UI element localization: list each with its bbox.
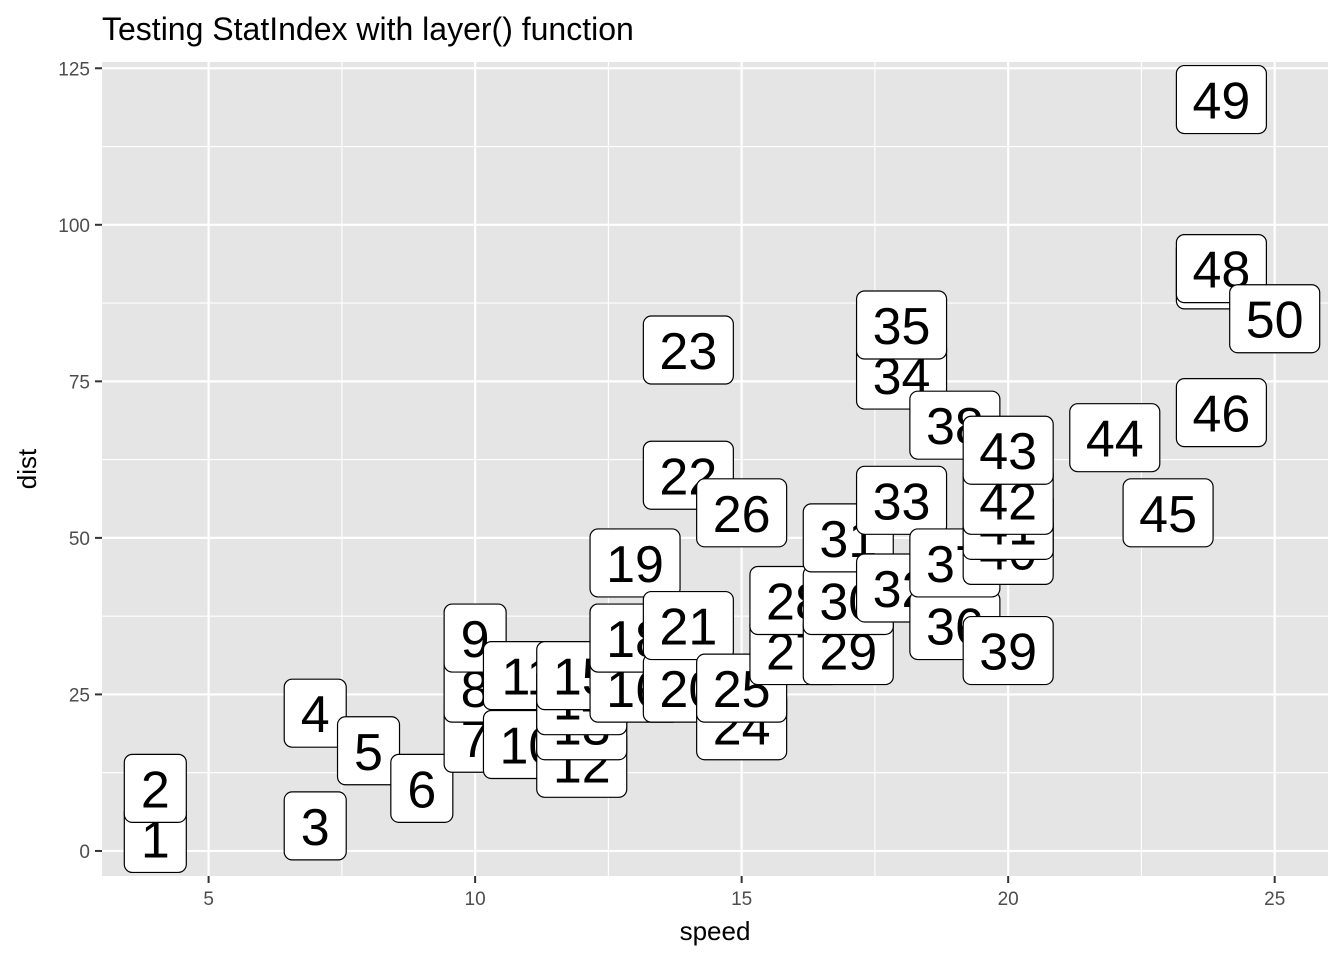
point-label: 23: [642, 315, 734, 385]
label-text: 19: [606, 536, 664, 594]
label-box: [696, 478, 788, 548]
point-label: 50: [1229, 284, 1321, 354]
x-tick-label: 15: [731, 889, 752, 910]
point-label: 39: [962, 615, 1054, 686]
y-tick-label: 100: [58, 216, 90, 237]
y-tick-label: 75: [69, 372, 90, 393]
label-text: 3: [301, 799, 330, 857]
label-box: [962, 415, 1054, 485]
point-label: 35: [855, 290, 948, 360]
label-text: 6: [407, 761, 436, 819]
label-box: [1175, 378, 1267, 448]
label-box: [642, 590, 734, 661]
label-text: 4: [301, 686, 330, 744]
point-label: 49: [1175, 64, 1267, 135]
label-text: 23: [659, 323, 717, 381]
x-axis-title: speed: [680, 916, 751, 946]
x-tick-label: 5: [203, 889, 214, 910]
x-tick-label: 25: [1264, 889, 1285, 910]
label-text: 33: [873, 473, 931, 531]
y-axis-title: dist: [12, 448, 42, 489]
label-box: [1175, 64, 1267, 135]
point-label: 19: [589, 528, 681, 598]
point-label: 45: [1122, 478, 1214, 548]
label-text: 35: [873, 298, 931, 356]
point-label: 4: [283, 678, 347, 748]
label-box: [1122, 478, 1214, 548]
label-text: 26: [713, 486, 771, 544]
label-text: 21: [659, 599, 717, 657]
point-label: 5: [336, 716, 401, 786]
label-box: [855, 465, 948, 535]
label-box: [1069, 403, 1161, 473]
x-tick-label: 10: [465, 889, 486, 910]
y-tick-label: 125: [58, 59, 90, 80]
point-labels: 1234567891011121314151617181920212223242…: [123, 64, 1321, 874]
point-label: 43: [962, 415, 1054, 485]
label-box: [336, 716, 401, 786]
point-label: 6: [390, 753, 454, 823]
label-text: 50: [1246, 292, 1304, 350]
y-tick-label: 0: [79, 842, 90, 863]
label-box: [283, 791, 347, 861]
point-label: 21: [642, 590, 734, 661]
label-text: 46: [1192, 386, 1250, 444]
y-tick-label: 50: [69, 529, 90, 550]
label-box: [589, 528, 681, 598]
label-text: 2: [141, 761, 170, 819]
label-text: 49: [1192, 73, 1250, 131]
label-text: 45: [1139, 486, 1197, 544]
y-tick-label: 25: [69, 685, 90, 706]
label-box: [283, 678, 347, 748]
point-label: 2: [123, 753, 187, 823]
label-box: [642, 315, 734, 385]
label-text: 39: [979, 624, 1037, 682]
label-box: [855, 290, 948, 360]
point-label: 3: [283, 791, 347, 861]
point-label: 26: [696, 478, 788, 548]
point-label: 46: [1175, 378, 1267, 448]
x-tick-label: 20: [998, 889, 1019, 910]
label-box: [962, 615, 1054, 686]
point-label: 44: [1069, 403, 1161, 473]
label-text: 43: [979, 423, 1037, 481]
label-box: [123, 753, 187, 823]
chart-title: Testing StatIndex with layer() function: [102, 11, 634, 47]
label-box: [390, 753, 454, 823]
label-box: [1229, 284, 1321, 354]
label-text: 5: [354, 724, 383, 782]
label-text: 44: [1086, 411, 1144, 469]
point-label: 33: [855, 465, 948, 535]
